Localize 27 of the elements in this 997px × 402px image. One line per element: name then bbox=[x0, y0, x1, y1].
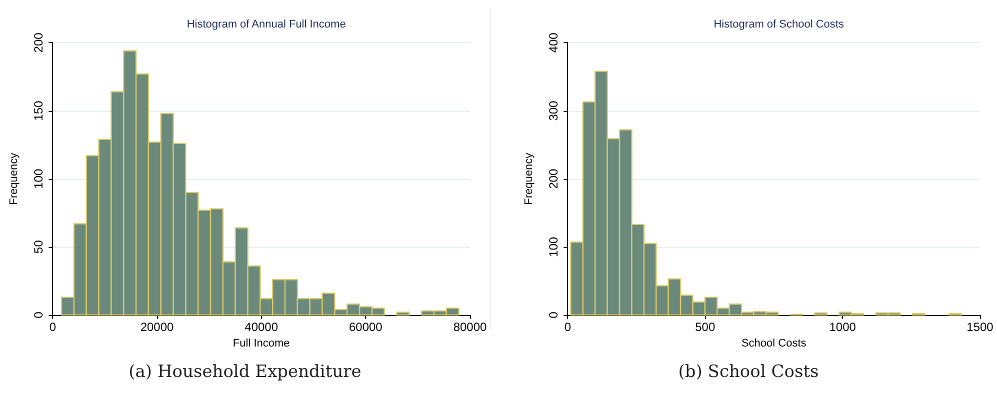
chart-title: Histogram of School Costs bbox=[714, 18, 844, 30]
x-tick-label: 500 bbox=[695, 320, 716, 334]
y-tick-label: 50 bbox=[32, 240, 46, 254]
x-tick-label: 0 bbox=[49, 320, 56, 334]
y-tick-label: 0 bbox=[546, 311, 561, 318]
text: (b) School Costs bbox=[677, 362, 820, 382]
y-axis-title: Frequency bbox=[8, 152, 20, 205]
y-tick-label: 200 bbox=[546, 168, 561, 189]
x-tick-label: 40000 bbox=[244, 320, 278, 334]
x-axis-title: Full Income bbox=[232, 338, 290, 350]
y-tick-label: 100 bbox=[546, 236, 561, 257]
y-tick-label: 200 bbox=[32, 32, 46, 53]
y-tick-label: 150 bbox=[32, 100, 46, 121]
x-tick-label: 1000 bbox=[829, 320, 856, 334]
x-tick-label: 60000 bbox=[348, 320, 383, 334]
y-tick-label: 100 bbox=[32, 168, 46, 189]
chart-title: Histogram of Annual Full Income bbox=[186, 18, 346, 30]
y-tick-label: 400 bbox=[546, 32, 561, 53]
text: (a) Household Expenditure bbox=[128, 362, 362, 382]
y-tick-label: 0 bbox=[32, 311, 46, 318]
x-tick-label: 20000 bbox=[140, 320, 174, 334]
y-axis-title: Frequency bbox=[523, 152, 536, 205]
x-tick-label: 0 bbox=[564, 320, 572, 334]
x-tick-label: 80000 bbox=[453, 320, 488, 334]
x-axis-title: School Costs bbox=[741, 338, 807, 350]
y-tick-label: 300 bbox=[546, 100, 561, 121]
x-tick-label: 1500 bbox=[966, 320, 994, 334]
